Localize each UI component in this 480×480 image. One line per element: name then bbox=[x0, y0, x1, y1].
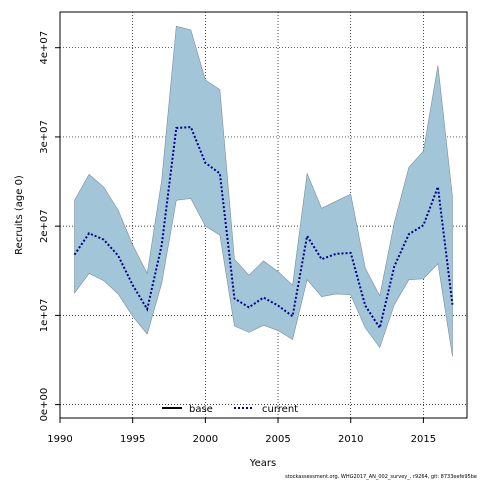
legend: base current bbox=[162, 404, 298, 415]
x-tick-label: 2015 bbox=[411, 434, 436, 445]
y-axis-title: Recruits (age 0) bbox=[14, 175, 25, 255]
x-axis: 1990 1995 2000 2005 2010 2015 bbox=[47, 418, 436, 445]
x-tick-label: 1990 bbox=[47, 434, 72, 445]
x-tick-label: 2010 bbox=[338, 434, 363, 445]
series-current-line bbox=[73, 126, 454, 331]
y-tick-label: 3e+07 bbox=[39, 120, 50, 154]
x-axis-title: Years bbox=[249, 458, 276, 469]
x-tick-label: 1995 bbox=[120, 434, 145, 445]
y-tick-label: 2e+07 bbox=[39, 209, 50, 243]
x-tick-label: 2005 bbox=[265, 434, 290, 445]
legend-base-label: base bbox=[189, 404, 213, 415]
footer-text: stockassessment.org, WHG2017_AN_002_surv… bbox=[285, 474, 477, 480]
x-tick-label: 2000 bbox=[193, 434, 218, 445]
y-tick-label: 4e+07 bbox=[39, 31, 50, 65]
y-axis: 0e+00 1e+07 2e+07 3e+07 4e+07 bbox=[39, 31, 60, 422]
y-tick-label: 0e+00 bbox=[39, 388, 50, 422]
legend-current-label: current bbox=[262, 404, 298, 415]
confidence-band bbox=[74, 25, 453, 357]
plot-frame bbox=[59, 11, 468, 419]
y-tick-label: 1e+07 bbox=[39, 299, 50, 333]
